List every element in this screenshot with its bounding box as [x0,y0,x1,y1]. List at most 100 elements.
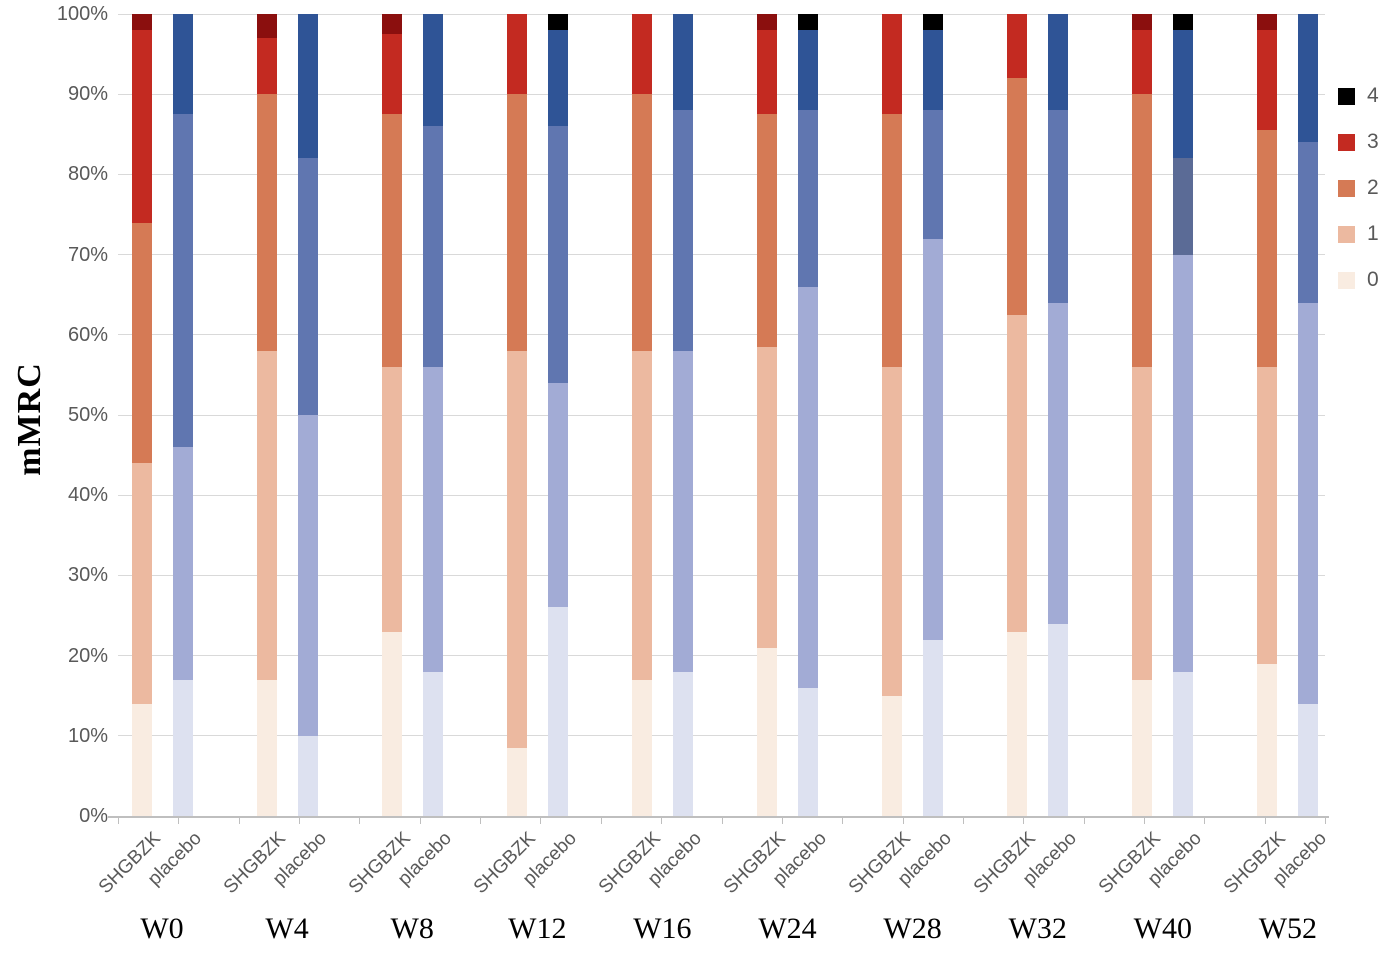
plot-area [118,13,1325,816]
y-tick-label: 100% [56,3,108,25]
bar-segment [1173,671,1194,816]
legend-swatch [1338,133,1355,151]
bar-segment [172,14,193,115]
x-axis-tick [178,816,180,824]
week-label: W16 [633,912,692,945]
bar-segment [798,14,818,31]
stacked-bar-placebo [172,14,193,816]
bar-segment [422,366,443,672]
x-axis-tick [1264,816,1266,824]
y-tick-label: 20% [67,644,108,667]
x-axis-tick [540,816,542,824]
bar-segment [256,38,277,95]
gridline [118,574,1325,576]
gridline [118,13,1325,15]
bar-segment [798,30,818,111]
y-tick-label: 0% [79,805,108,827]
bar-segment [757,14,777,31]
bar-segment [1257,130,1278,367]
legend-swatch [1338,179,1355,197]
bar-segment [631,94,652,351]
week-label: W0 [140,912,184,945]
legend-swatch [1338,87,1355,105]
gridline [118,254,1325,256]
y-tick-label: 10% [67,724,108,747]
legend: 4 3 2 1 0 [1338,84,1379,314]
bar-segment [923,30,944,111]
gridline [118,173,1325,175]
week-label: W32 [1008,912,1067,945]
bar-segment [1298,703,1319,816]
bar-segment [1257,14,1278,31]
bar-segment [882,14,903,115]
bar-segment [422,671,443,816]
bar-segment [506,14,527,95]
bar-segment [923,110,944,239]
week-label: W12 [508,912,567,945]
bar-segment [131,14,152,31]
bar-segment [1132,366,1153,680]
bar-segment [547,607,568,816]
bar-segment [1257,663,1278,816]
x-axis-tick [1325,816,1326,824]
y-tick-label: 30% [67,564,108,587]
bar-segment [757,647,777,816]
bar-segment [131,703,152,816]
bar-segment [256,94,277,351]
gridline [118,655,1325,657]
bar-segment [1173,30,1194,159]
bar-segment [172,447,193,680]
stacked-bar-placebo [547,14,568,816]
bar-segment [882,114,903,367]
bar-segment [506,94,527,351]
stacked-bar-placebo [798,14,818,816]
bar-segment [506,350,527,748]
x-axis-tick [1204,816,1206,824]
week-label: W4 [265,912,309,945]
bar-segment [547,126,568,383]
stacked-bar-shgbzk [256,14,277,816]
stacked-bar-placebo [1298,14,1319,816]
bar-segment [1007,78,1028,315]
legend-label: 4 [1367,84,1379,107]
bar-segment [1048,110,1069,303]
legend-label: 0 [1367,268,1379,291]
x-axis-tick [1023,816,1025,824]
stacked-bar-placebo [297,14,318,816]
bar-segment [1298,302,1319,704]
bar-segment [547,382,568,608]
bar-segment [923,14,944,31]
legend-item: 0 [1338,268,1379,292]
stacked-bar-shgbzk [757,14,777,816]
gridline [118,735,1325,737]
bar-segment [798,687,818,816]
bar-segment [1132,94,1153,367]
stacked-bar-shgbzk [1257,14,1278,816]
bar-segment [1132,14,1153,31]
week-label: W28 [883,912,942,945]
stacked-bar-placebo [1048,14,1069,816]
x-axis-tick [842,816,844,824]
bar-segment [1173,158,1194,255]
legend-swatch [1338,271,1355,289]
bar-segment [381,34,402,115]
stacked-bar-shgbzk [506,14,527,816]
bar-segment [672,671,693,816]
bar-segment [172,114,193,448]
bar-segment [256,679,277,816]
bar-segment [172,679,193,816]
x-axis-tick [902,816,904,824]
x-axis-tick [419,816,421,824]
gridline [118,334,1325,336]
x-axis-tick [299,816,301,824]
legend-item: 4 [1338,84,1379,108]
bar-segment [131,463,152,704]
y-tick-label: 90% [67,83,108,106]
bar-segment [256,14,277,39]
bar-segment [1007,631,1028,816]
bar-segment [381,366,402,632]
bar-segment [1298,142,1319,303]
x-axis-tick [118,816,119,824]
x-axis-tick [480,816,482,824]
bar-segment [422,14,443,127]
